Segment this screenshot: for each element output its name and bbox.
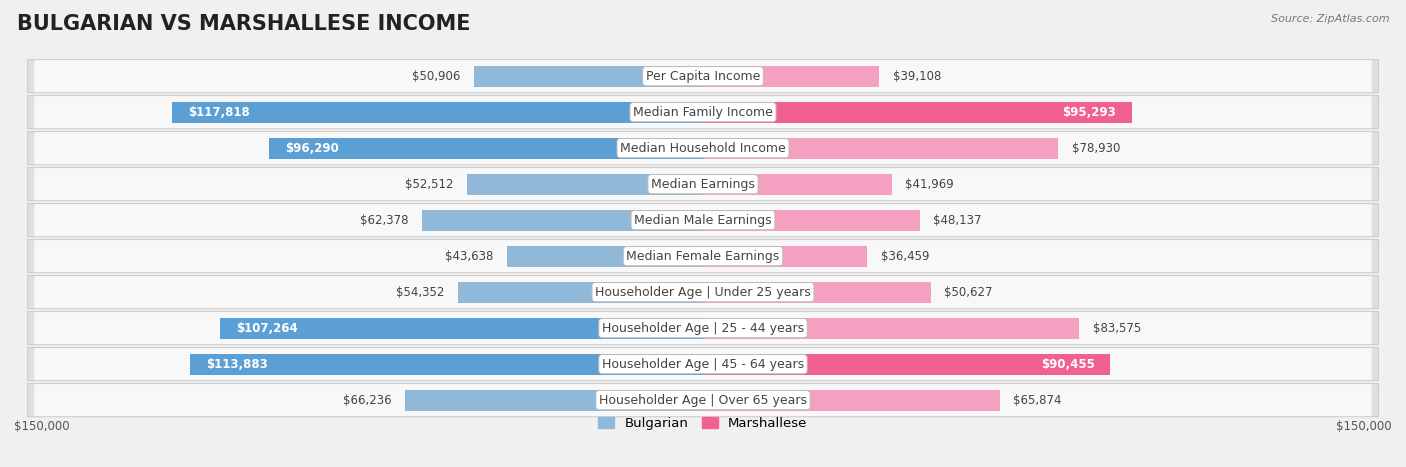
Bar [506,246,703,267]
FancyBboxPatch shape [34,240,1372,272]
FancyBboxPatch shape [34,348,1372,380]
Text: $78,930: $78,930 [1071,142,1121,155]
FancyBboxPatch shape [34,60,1372,92]
Text: Median Family Income: Median Family Income [633,106,773,119]
Bar [703,354,1111,375]
Bar [703,246,868,267]
FancyBboxPatch shape [34,132,1372,164]
Bar [219,318,703,339]
FancyBboxPatch shape [28,60,1378,93]
Bar [467,174,703,195]
Text: Source: ZipAtlas.com: Source: ZipAtlas.com [1271,14,1389,24]
Text: Median Household Income: Median Household Income [620,142,786,155]
Bar [703,389,1000,410]
FancyBboxPatch shape [28,132,1378,165]
Text: $62,378: $62,378 [360,214,409,226]
Text: $41,969: $41,969 [905,177,955,191]
FancyBboxPatch shape [28,383,1378,417]
Bar [458,282,703,303]
FancyBboxPatch shape [34,204,1372,236]
Text: $90,455: $90,455 [1040,358,1094,371]
Bar [703,138,1059,159]
Text: $107,264: $107,264 [236,322,298,335]
Bar [422,210,703,231]
FancyBboxPatch shape [34,384,1372,416]
Text: $117,818: $117,818 [188,106,250,119]
Text: Median Female Earnings: Median Female Earnings [627,250,779,262]
FancyBboxPatch shape [28,204,1378,237]
Text: $66,236: $66,236 [343,394,391,407]
Text: $150,000: $150,000 [1336,419,1392,432]
Text: BULGARIAN VS MARSHALLESE INCOME: BULGARIAN VS MARSHALLESE INCOME [17,14,471,34]
Text: Householder Age | 25 - 44 years: Householder Age | 25 - 44 years [602,322,804,335]
Bar [703,66,879,87]
FancyBboxPatch shape [28,240,1378,273]
Text: $83,575: $83,575 [1092,322,1142,335]
Bar [190,354,703,375]
Bar [703,102,1132,123]
Bar [270,138,703,159]
Text: Householder Age | Over 65 years: Householder Age | Over 65 years [599,394,807,407]
FancyBboxPatch shape [28,276,1378,309]
Text: $48,137: $48,137 [934,214,981,226]
Bar [173,102,703,123]
FancyBboxPatch shape [34,168,1372,200]
FancyBboxPatch shape [34,276,1372,308]
Text: Householder Age | 45 - 64 years: Householder Age | 45 - 64 years [602,358,804,371]
Text: Per Capita Income: Per Capita Income [645,70,761,83]
Bar [405,389,703,410]
FancyBboxPatch shape [28,96,1378,129]
Text: $96,290: $96,290 [285,142,339,155]
Text: $95,293: $95,293 [1063,106,1116,119]
Text: Median Earnings: Median Earnings [651,177,755,191]
Text: $39,108: $39,108 [893,70,941,83]
Text: $52,512: $52,512 [405,177,453,191]
Text: $50,627: $50,627 [945,286,993,299]
FancyBboxPatch shape [34,96,1372,128]
Text: $54,352: $54,352 [396,286,444,299]
FancyBboxPatch shape [28,168,1378,201]
Bar [474,66,703,87]
Text: $43,638: $43,638 [444,250,494,262]
Text: $36,459: $36,459 [880,250,929,262]
FancyBboxPatch shape [28,347,1378,381]
Bar [703,210,920,231]
Bar [703,174,891,195]
Legend: Bulgarian, Marshallese: Bulgarian, Marshallese [593,412,813,436]
Text: $65,874: $65,874 [1014,394,1062,407]
FancyBboxPatch shape [28,311,1378,345]
Text: Householder Age | Under 25 years: Householder Age | Under 25 years [595,286,811,299]
Text: Median Male Earnings: Median Male Earnings [634,214,772,226]
Text: $113,883: $113,883 [205,358,267,371]
Text: $50,906: $50,906 [412,70,460,83]
Bar [703,318,1080,339]
Bar [703,282,931,303]
FancyBboxPatch shape [34,312,1372,344]
Text: $150,000: $150,000 [14,419,70,432]
